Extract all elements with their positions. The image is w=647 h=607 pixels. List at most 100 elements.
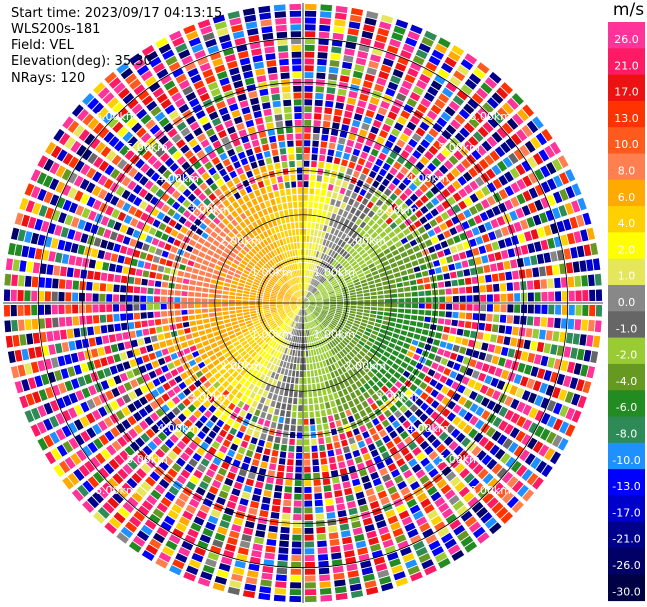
radar-gate: [296, 322, 299, 329]
radar-gate: [317, 369, 322, 376]
radar-gate: [148, 279, 155, 287]
radar-gate: [127, 403, 137, 413]
radar-gate: [187, 528, 199, 539]
radar-gate: [279, 451, 287, 458]
radar-gate: [313, 311, 319, 316]
radar-gate: [196, 133, 207, 143]
radar-gate: [204, 161, 213, 170]
radar-gate: [325, 318, 331, 323]
radar-gate: [391, 32, 404, 42]
radar-gate: [285, 294, 291, 298]
radar-gate: [346, 213, 354, 220]
radar-gate: [253, 487, 262, 496]
radar-gate: [267, 318, 274, 323]
radar-gate: [312, 459, 319, 466]
radar-gate: [300, 297, 303, 303]
radar-gate: [437, 348, 445, 356]
radar-gate: [407, 528, 419, 539]
radar-gate: [194, 298, 201, 303]
radar-gate: [330, 400, 336, 408]
radar-gate: [319, 154, 326, 162]
radar-gate: [304, 493, 312, 500]
radar-gate: [492, 112, 504, 124]
radar-gate: [270, 371, 276, 379]
radar-gate: [309, 314, 314, 320]
radar-gate: [376, 315, 383, 320]
radar-gate: [579, 260, 587, 272]
radar-gate: [207, 515, 219, 525]
radar-gate: [586, 366, 596, 379]
radar-gate: [498, 174, 509, 186]
radar-gate: [513, 445, 525, 458]
radar-gate: [354, 320, 361, 325]
radar-gate: [223, 286, 230, 291]
radar-gate: [375, 34, 388, 43]
radar-gate: [356, 462, 366, 471]
radar-gate: [513, 281, 520, 291]
radar-gate: [314, 229, 318, 237]
radar-gate: [127, 322, 135, 330]
radar-gate: [61, 253, 70, 264]
radar-gate: [453, 524, 466, 536]
radar-gate: [546, 415, 557, 428]
radar-gate: [361, 197, 369, 206]
radar-gate: [389, 430, 398, 439]
radar-gate: [182, 199, 191, 208]
radar-gate: [319, 224, 324, 231]
radar-gate: [229, 240, 237, 247]
radar-gate: [157, 164, 168, 175]
radar-gate: [350, 273, 357, 278]
radar-gate: [297, 302, 303, 303]
radar-gate: [285, 383, 290, 390]
radar-gate: [446, 208, 456, 217]
radar-gate: [360, 446, 369, 455]
radar-gate: [351, 77, 362, 86]
radar-gate: [351, 119, 361, 128]
radar-gate: [264, 552, 275, 560]
radar-gate: [269, 279, 276, 285]
radar-gate: [241, 328, 249, 334]
radar-gate: [253, 281, 260, 286]
radar-gate: [166, 197, 176, 206]
radar-gate: [372, 180, 380, 189]
radar-gate: [508, 441, 519, 454]
radar-gate: [397, 56, 410, 66]
radar-gate: [95, 141, 106, 154]
radar-gate: [239, 188, 247, 197]
radar-gate: [216, 526, 228, 536]
radar-gate: [180, 144, 190, 154]
radar-gate: [376, 218, 384, 226]
radar-gate: [172, 385, 181, 394]
radar-gate: [305, 283, 308, 290]
radar-gate: [299, 371, 303, 378]
radar-gate: [150, 335, 158, 343]
radar-gate: [322, 296, 329, 299]
radar-gate: [313, 363, 317, 370]
radar-gate: [303, 228, 307, 235]
radar-gate: [140, 287, 147, 294]
radar-gate: [93, 325, 101, 335]
radar-gate: [275, 581, 287, 588]
radar-gate: [370, 266, 377, 272]
radar-gate: [270, 227, 276, 235]
radar-gate: [443, 367, 452, 376]
radar-gate: [172, 406, 181, 416]
radar-gate: [509, 427, 520, 439]
radar-gate: [263, 310, 270, 314]
radar-gate: [359, 129, 368, 138]
radar-gate: [481, 454, 492, 466]
radar-gate: [323, 329, 328, 336]
radar-gate: [541, 304, 548, 315]
radar-gate: [55, 412, 66, 425]
radar-gate: [456, 64, 470, 76]
radar-gate: [476, 87, 488, 100]
radar-gate: [19, 197, 29, 211]
radar-gate: [218, 107, 229, 116]
radar-gate: [177, 270, 185, 277]
radar-gate: [150, 106, 162, 117]
radar-gate: [487, 344, 496, 353]
radar-gate: [282, 506, 291, 514]
radar-gate: [415, 327, 422, 334]
radar-gate: [559, 188, 569, 201]
radar-gate: [500, 304, 507, 313]
